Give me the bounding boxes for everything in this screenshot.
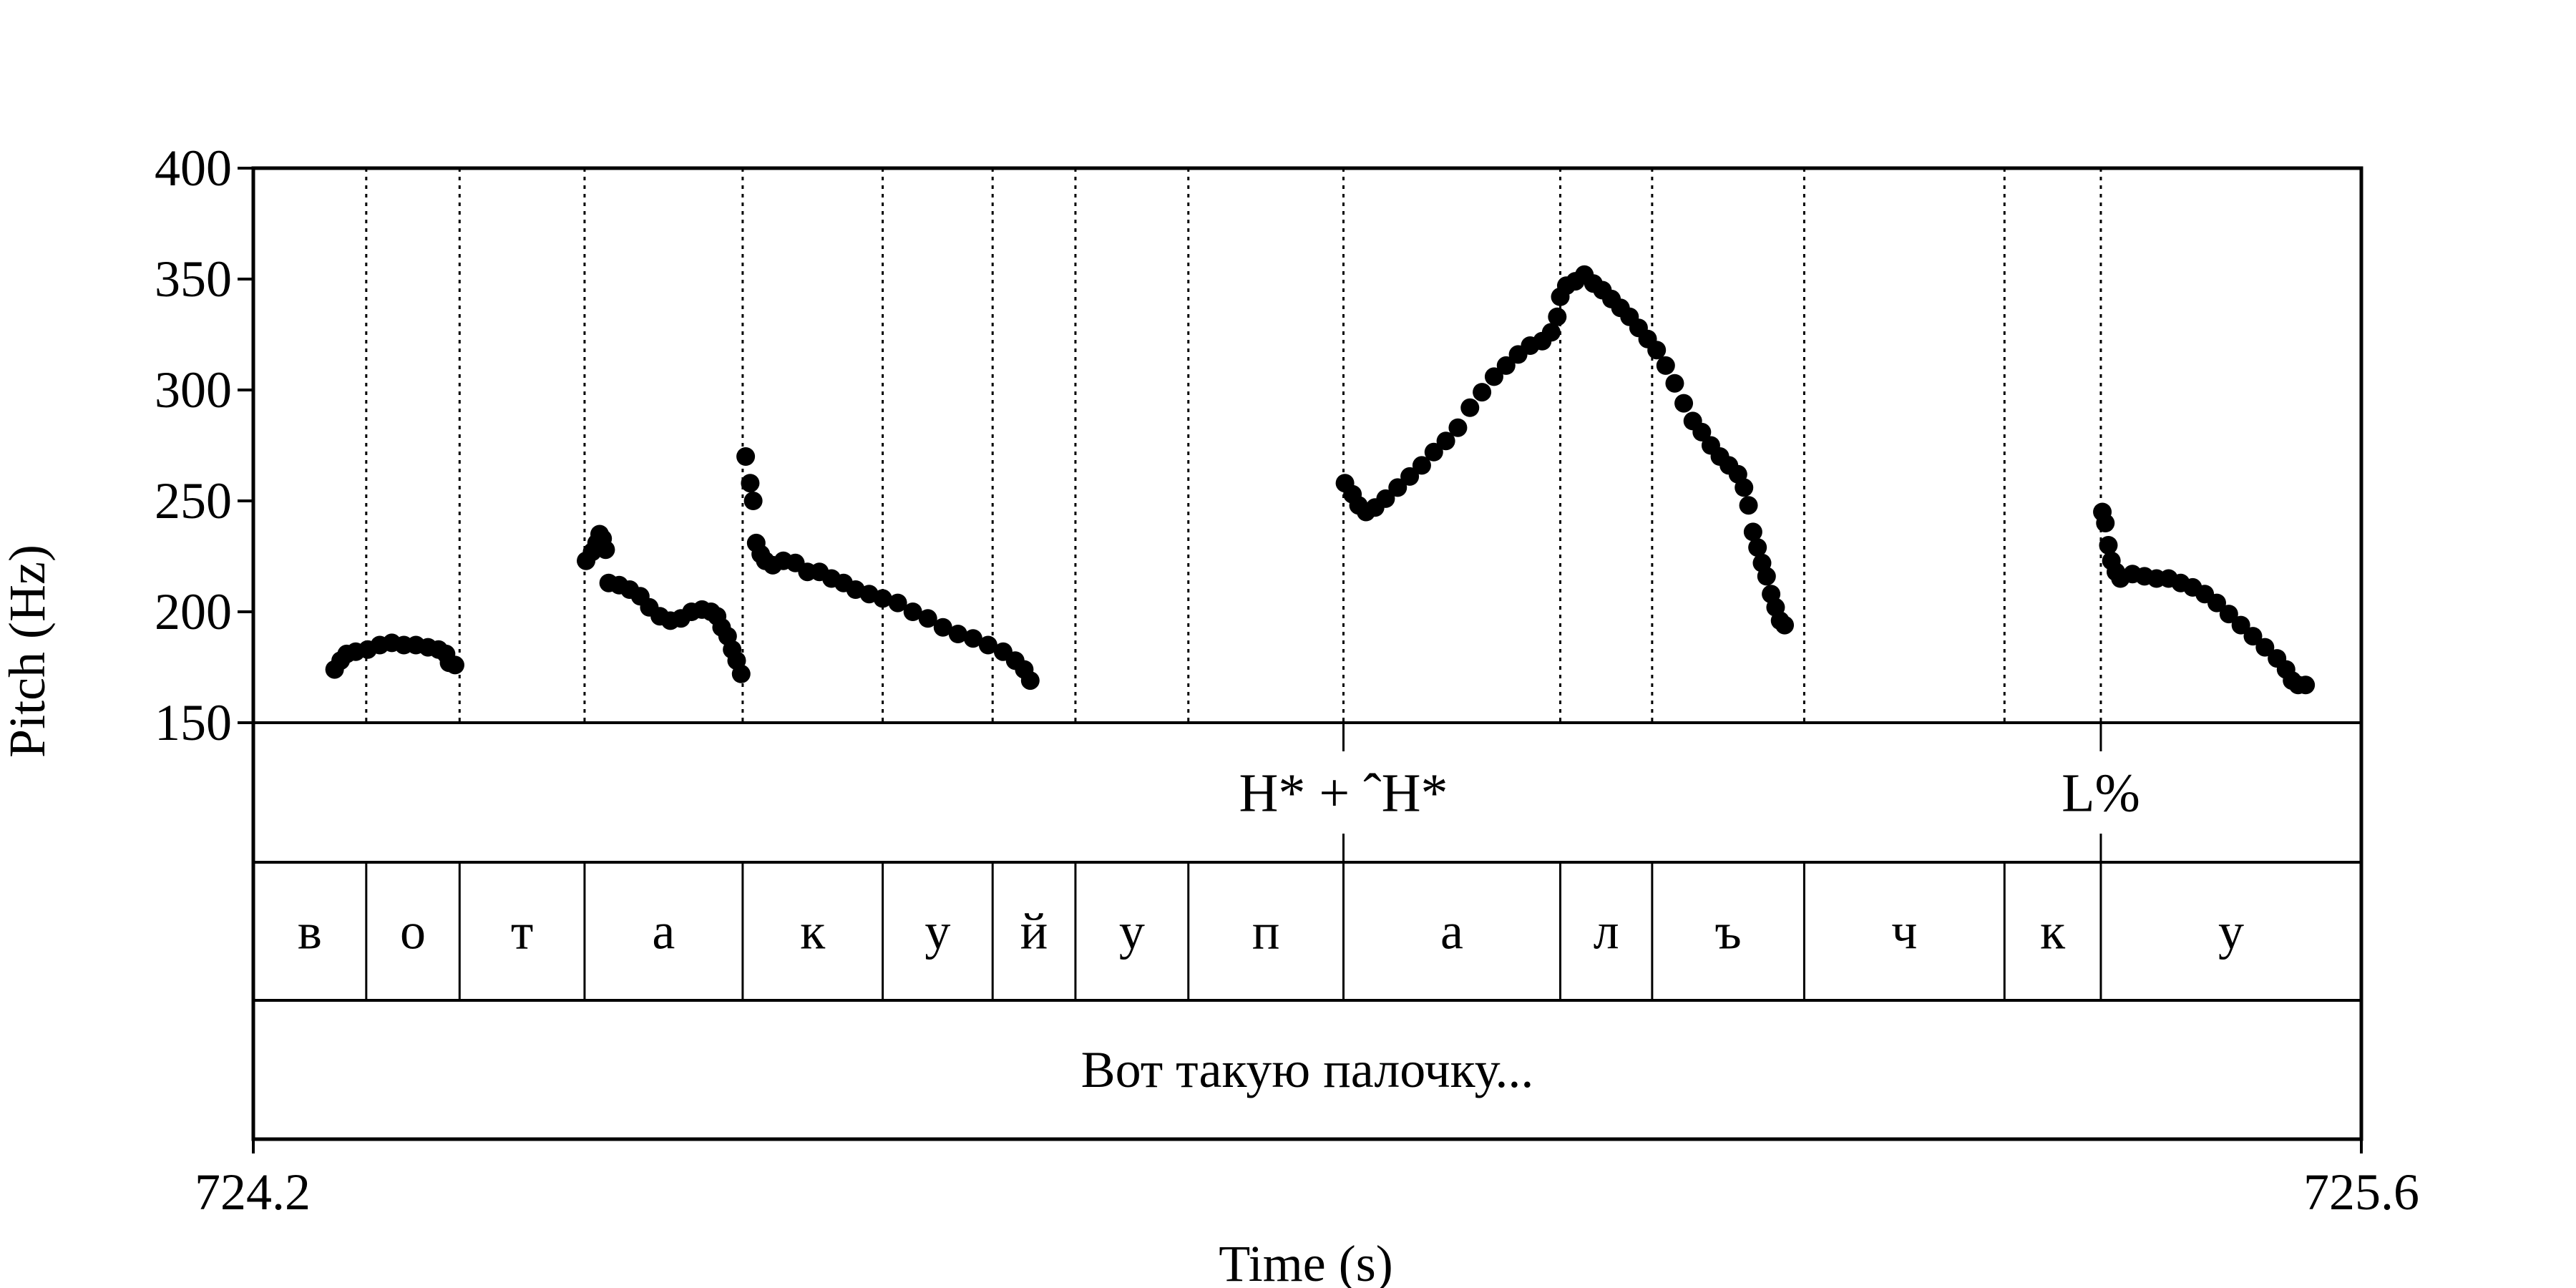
segment-label-3: а — [652, 903, 675, 960]
pitch-point-72 — [1412, 456, 1431, 475]
segment-label-5: у — [924, 903, 950, 960]
pitch-point-79 — [1496, 356, 1516, 375]
pitch-point-106 — [1735, 478, 1754, 497]
pitch-point-98 — [1665, 374, 1684, 393]
y-tick-label-3: 300 — [155, 361, 232, 419]
pitch-point-59 — [978, 635, 997, 655]
pitch-point-129 — [2207, 593, 2226, 613]
x-tick-label-end: 725.6 — [2303, 1163, 2419, 1221]
segment-label-7: у — [1119, 903, 1145, 960]
pitch-point-57 — [948, 625, 967, 643]
pitch-point-97 — [1656, 356, 1675, 375]
pitch-point-58 — [963, 629, 982, 648]
pitch-point-130 — [2219, 605, 2238, 624]
tone-label-0: H* + ˆH* — [1239, 763, 1448, 824]
pitch-point-107 — [1739, 496, 1758, 515]
pitch-point-84 — [1548, 307, 1567, 326]
pitch-point-78 — [1484, 367, 1503, 386]
segment-label-8: п — [1252, 903, 1280, 960]
pitch-point-69 — [1376, 489, 1395, 508]
pitch-point-37 — [736, 447, 756, 466]
segment-label-4: к — [800, 903, 826, 960]
pitch-point-71 — [1400, 467, 1420, 486]
segment-label-1: о — [400, 903, 426, 960]
pitch-point-77 — [1473, 383, 1492, 402]
pitch-point-118 — [2099, 536, 2118, 555]
pitch-point-70 — [1388, 478, 1407, 497]
y-tick-label-5: 400 — [155, 140, 232, 197]
pitch-point-63 — [1020, 671, 1040, 691]
pitch-point-54 — [903, 602, 922, 621]
pitch-point-39 — [743, 492, 763, 510]
tone-label-1: L% — [2062, 763, 2140, 824]
pitch-point-52 — [873, 589, 892, 608]
pitch-point-111 — [1757, 567, 1776, 586]
pitch-point-19 — [596, 540, 615, 560]
segment-label-6: й — [1020, 903, 1048, 960]
y-tick-label-2: 250 — [155, 472, 232, 530]
segment-label-12: ч — [1891, 903, 1917, 960]
boundary-lines — [365, 168, 2102, 723]
pitch-point-76 — [1460, 398, 1480, 417]
pitch-point-13 — [445, 655, 464, 675]
y-tick-label-4: 350 — [155, 250, 232, 308]
segment-label-9: а — [1440, 903, 1463, 960]
outer-frame — [251, 166, 2363, 1141]
plot-frame — [238, 166, 2363, 1153]
segment-label-13: к — [2040, 903, 2066, 960]
segment-label-11: ъ — [1715, 903, 1742, 960]
pitch-points — [325, 265, 2316, 695]
pitch-point-55 — [918, 609, 937, 628]
pitch-point-36 — [731, 664, 751, 683]
y-axis-label: Pitch (Hz) — [0, 545, 56, 758]
segment-label-14: у — [2218, 903, 2244, 960]
pitch-point-96 — [1647, 341, 1667, 360]
pitch-point-74 — [1436, 431, 1455, 451]
segment-label-10: л — [1594, 903, 1619, 960]
pitch-point-38 — [741, 474, 760, 493]
pitch-point-99 — [1674, 394, 1694, 413]
pitch-point-73 — [1424, 442, 1443, 462]
pitch-point-108 — [1743, 522, 1762, 542]
pitch-point-75 — [1448, 418, 1468, 437]
pitch-point-138 — [2296, 675, 2316, 695]
x-tick-label-start: 724.2 — [195, 1163, 311, 1221]
x-axis-label: Time (s) — [1219, 1235, 1392, 1288]
pitch-point-101 — [1692, 422, 1712, 441]
pitch-point-56 — [933, 618, 952, 637]
pitch-point-109 — [1748, 538, 1767, 557]
segment-label-2: т — [511, 903, 533, 960]
segment-label-0: в — [298, 903, 322, 960]
y-tick-label-0: 150 — [155, 694, 232, 751]
pitch-point-83 — [1541, 323, 1561, 342]
pitch-point-117 — [2096, 514, 2115, 532]
pitch-point-132 — [2243, 627, 2263, 646]
pitch-point-131 — [2231, 615, 2250, 635]
pitch-point-53 — [888, 593, 907, 613]
pitch-point-133 — [2255, 638, 2275, 657]
word-label-0: Вот такую палочку... — [1081, 1041, 1534, 1098]
labels: Pitch (Hz) Time (s) 724.2 725.6 150 200 25… — [0, 140, 2419, 1288]
pitch-point-115 — [1775, 615, 1795, 635]
y-tick-label-1: 200 — [155, 583, 232, 640]
